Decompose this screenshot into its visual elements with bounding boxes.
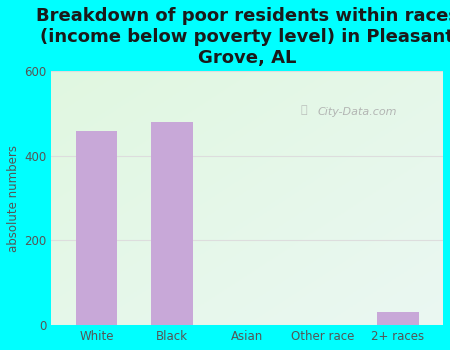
Text: City-Data.com: City-Data.com	[318, 106, 397, 117]
Bar	[151, 122, 193, 325]
Title: Breakdown of poor residents within races
(income below poverty level) in Pleasan: Breakdown of poor residents within races…	[36, 7, 450, 66]
Bar	[76, 132, 117, 325]
Bar	[377, 313, 418, 325]
Text: Ⓜ: Ⓜ	[300, 105, 306, 115]
Y-axis label: absolute numbers: absolute numbers	[7, 145, 20, 252]
